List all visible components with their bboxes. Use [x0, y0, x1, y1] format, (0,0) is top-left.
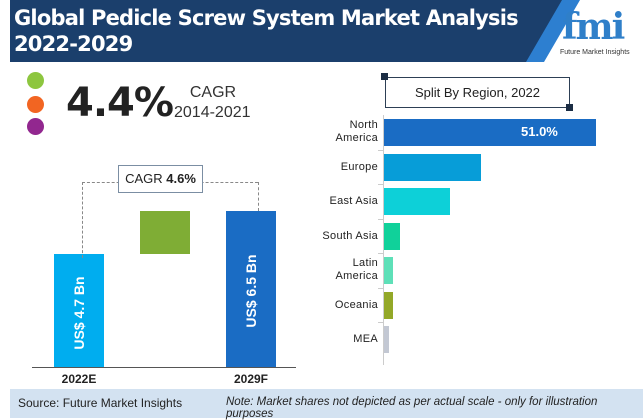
- cagr-period: 2014-2021: [174, 104, 251, 121]
- row-divider: [378, 184, 384, 185]
- x-tick-label: 2029F: [233, 372, 269, 386]
- note-text: Note: Market shares not depicted as per …: [226, 396, 598, 420]
- logo-subtitle: Future Market Insights: [560, 49, 630, 56]
- cagr-label: CAGR: [189, 84, 237, 101]
- row-divider: [378, 322, 384, 323]
- y-axis: [383, 115, 384, 365]
- region-label: East Asia: [329, 195, 378, 207]
- region-label: North America: [335, 119, 378, 144]
- region-label: Latin America: [335, 257, 378, 282]
- x-axis: [32, 367, 296, 368]
- growth-bar: [140, 211, 190, 255]
- corner-marker: [566, 104, 573, 111]
- purple-dot-icon: [27, 118, 44, 135]
- orange-dot-icon: [27, 96, 44, 113]
- x-tick-label: 2022E: [61, 372, 97, 386]
- region-bar: [384, 222, 400, 250]
- region-chart-title: Split By Region, 2022: [385, 77, 570, 108]
- row-divider: [378, 253, 384, 254]
- region-bar: [384, 257, 394, 284]
- corner-marker: [381, 73, 388, 80]
- cagr-value: 4.4%: [66, 80, 174, 126]
- fmi-logo: fmi Future Market Insights: [560, 6, 630, 56]
- title-years: 2022-2029: [14, 32, 133, 56]
- header-banner: [10, 0, 570, 62]
- cagr-connector-right: [258, 182, 259, 211]
- row-divider: [378, 149, 384, 151]
- green-dot-icon: [27, 72, 44, 89]
- region-bar: [384, 326, 389, 353]
- cagr-box-label: CAGR: [125, 171, 163, 186]
- region-label: South Asia: [322, 229, 378, 242]
- footer-band: [10, 389, 643, 418]
- cagr-box: CAGR 4.6%: [118, 165, 203, 193]
- cagr-connector-left: [82, 182, 83, 258]
- bar-value-label: US$ 6.5 Bn: [243, 254, 259, 328]
- region-label: Europe: [340, 160, 378, 173]
- region-bar: [384, 153, 481, 181]
- row-divider: [378, 218, 384, 220]
- source-text: Source: Future Market Insights: [18, 396, 183, 410]
- region-bar: [384, 291, 394, 319]
- region-label: MEA: [353, 333, 378, 345]
- region-label: Oceania: [334, 298, 378, 311]
- bar-value-label: US$ 4.7 Bn: [71, 276, 87, 350]
- region-bar: [384, 188, 451, 215]
- page-title: Global Pedicle Screw System Market Analy…: [14, 5, 519, 57]
- region-bar: [384, 119, 596, 146]
- cagr-box-value: 4.6%: [166, 171, 196, 186]
- data-label: 51.0%: [521, 124, 558, 139]
- title-line: Global Pedicle Screw System Market Analy…: [14, 6, 519, 30]
- bar-2029F: [226, 211, 276, 367]
- bar-2022E: [54, 254, 104, 367]
- row-divider: [378, 287, 384, 289]
